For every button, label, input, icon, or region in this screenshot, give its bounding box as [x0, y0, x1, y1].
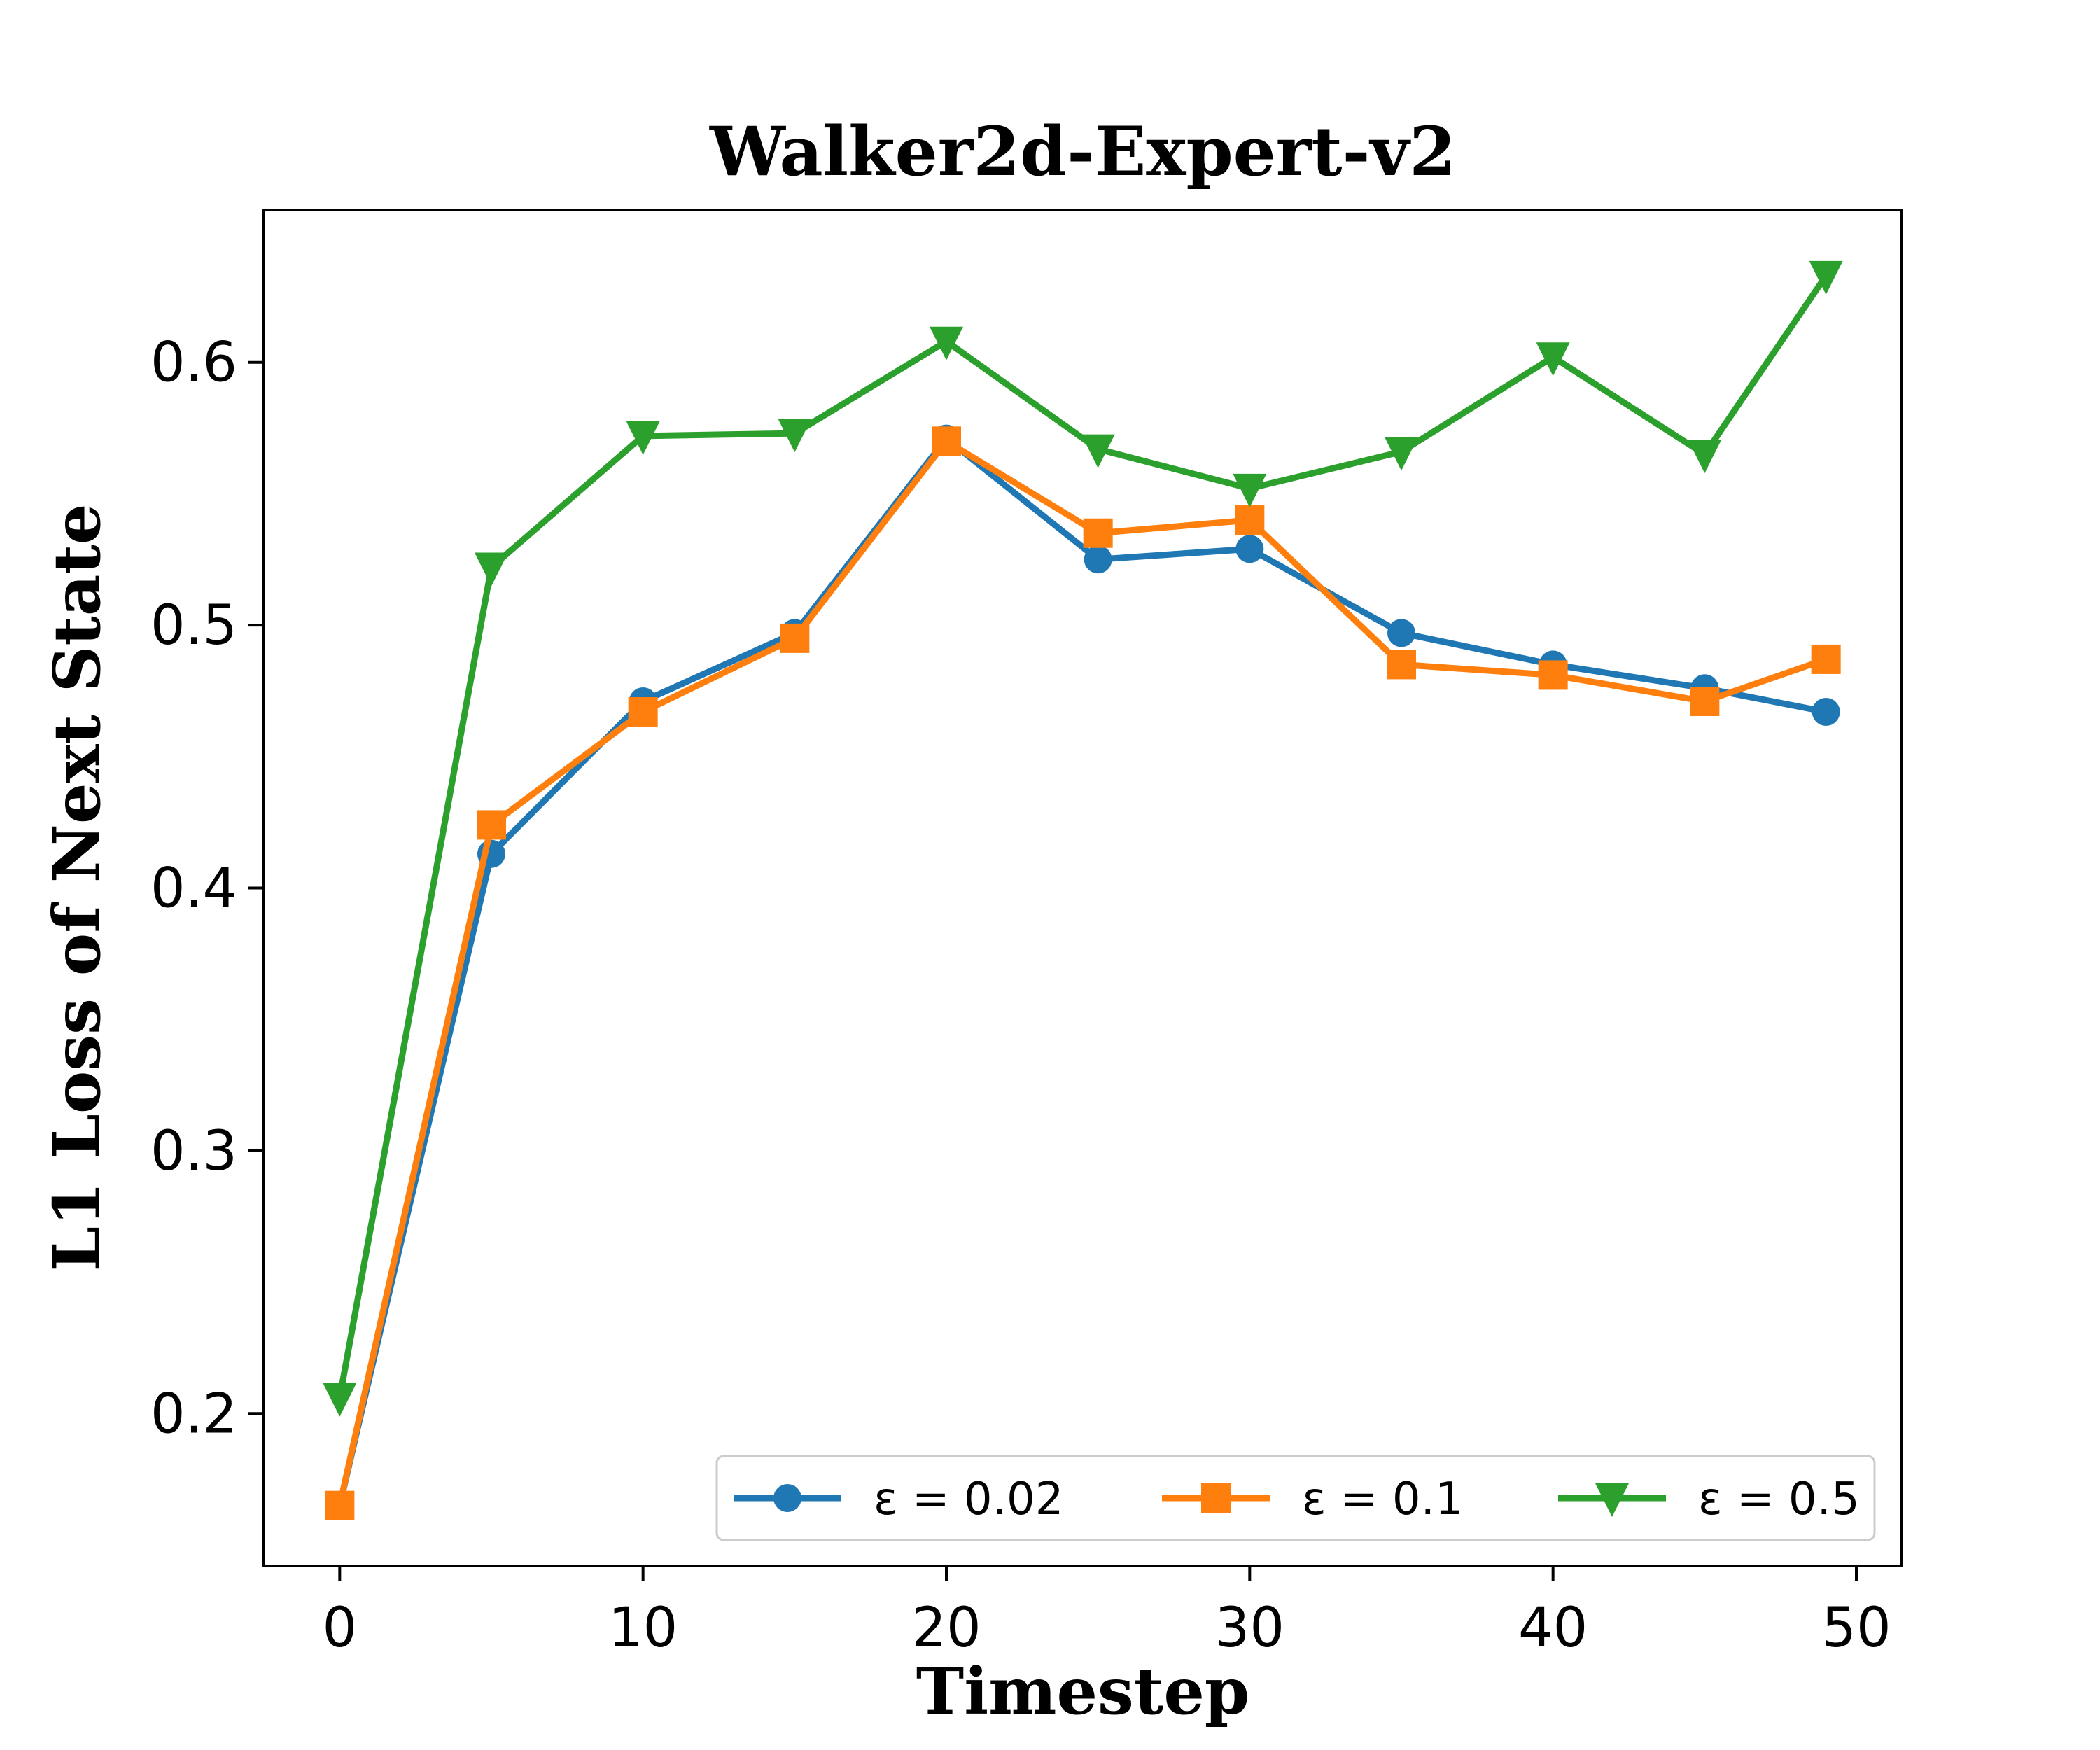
series-2 [325, 426, 1841, 1520]
axes-frame [262, 209, 1903, 1567]
data-point [1387, 650, 1416, 680]
data-point [1233, 473, 1267, 507]
series-line [335, 435, 1830, 1510]
data-point [1690, 686, 1720, 716]
data-point [1385, 437, 1418, 471]
series-1 [326, 424, 1840, 1520]
data-point [477, 810, 506, 840]
data-point [1084, 545, 1112, 574]
series-line [335, 438, 1830, 1510]
x-tick-label: 0 [323, 1597, 358, 1660]
plot-area [323, 260, 1843, 1520]
legend-label: ε = 0.02 [874, 1474, 1063, 1525]
x-axis: 0 10 20 30 40 50 [323, 1566, 1891, 1660]
data-point [1083, 518, 1113, 548]
data-point [1811, 644, 1841, 674]
x-tick-label: 30 [1215, 1597, 1284, 1660]
data-point [1538, 660, 1568, 690]
legend-box [715, 1455, 1876, 1541]
data-point [626, 421, 660, 455]
legend-marker [1595, 1483, 1629, 1517]
legend-marker [1201, 1483, 1231, 1513]
x-tick-label: 40 [1518, 1597, 1588, 1660]
y-tick-label: 0.4 [150, 858, 237, 920]
data-point [780, 623, 810, 653]
x-tick-label: 50 [1821, 1597, 1891, 1660]
data-point [930, 326, 963, 360]
y-axis-label: L1 Loss of Next State [39, 504, 115, 1272]
series-line [336, 271, 1830, 1401]
chart-title: Walker2d-Expert-v2 [709, 112, 1456, 191]
data-point [325, 1490, 355, 1520]
y-tick-label: 0.2 [150, 1382, 237, 1446]
data-point [1688, 440, 1722, 474]
x-axis-label: Timestep [916, 1653, 1250, 1729]
data-point [1812, 697, 1840, 726]
legend-label: ε = 0.5 [1698, 1474, 1860, 1525]
data-point [1536, 342, 1570, 377]
x-tick-label: 10 [608, 1597, 678, 1660]
data-point [323, 1382, 357, 1417]
data-point [1387, 619, 1415, 648]
legend-item: ε = 0.02 [734, 1474, 1063, 1525]
y-tick-label: 0.5 [150, 594, 237, 657]
legend-label: ε = 0.1 [1302, 1474, 1464, 1525]
y-tick-label: 0.3 [150, 1120, 237, 1183]
legend: ε = 0.02 ε = 0.1 ε = 0.5 [715, 1455, 1876, 1541]
y-axis: 0.2 0.3 0.4 0.5 0.6 [150, 332, 264, 1446]
data-point [1081, 434, 1115, 468]
data-point [1235, 505, 1265, 535]
data-point [475, 552, 508, 587]
x-tick-label: 20 [911, 1597, 981, 1660]
legend-item: ε = 0.1 [1162, 1474, 1464, 1525]
legend-marker [774, 1484, 802, 1512]
data-point [628, 696, 658, 727]
data-point [778, 419, 812, 453]
y-tick-label: 0.6 [150, 332, 237, 395]
legend-item: ε = 0.5 [1558, 1474, 1860, 1525]
series-3 [323, 260, 1843, 1417]
data-point [932, 426, 961, 456]
data-point [1809, 260, 1843, 295]
data-point [1236, 535, 1264, 564]
